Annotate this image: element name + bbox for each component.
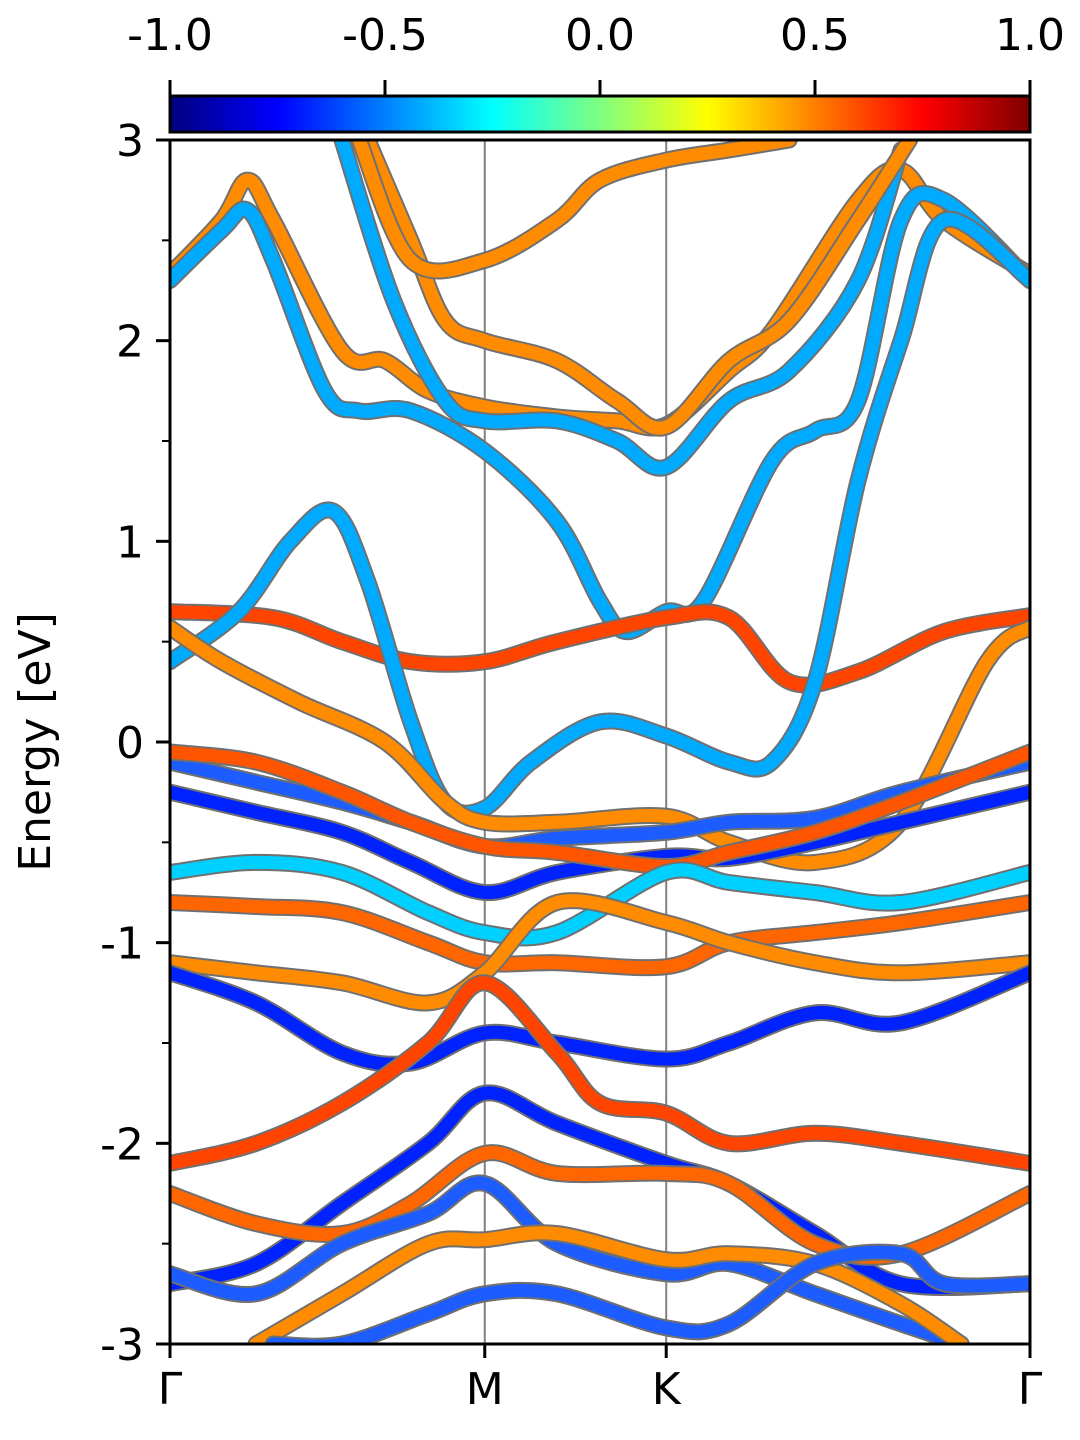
band-line	[170, 755, 1030, 854]
band-line	[249, 1226, 968, 1344]
band-line	[170, 621, 1030, 870]
band-line	[170, 896, 1030, 975]
y-tick-label: -1	[100, 919, 144, 970]
colorbar-tick-label: 0.5	[780, 10, 850, 61]
band-outline	[359, 140, 919, 437]
x-tick-label: Γ	[158, 1364, 183, 1415]
band-line	[361, 140, 917, 435]
colorbar-tick-label: -0.5	[342, 10, 428, 61]
colorbar-tick-label: 0.0	[565, 10, 635, 61]
y-tick-label: 3	[116, 116, 144, 167]
colorbar-ticks: -1.0 -0.5 0.0 0.5 1.0	[127, 10, 1065, 96]
bands	[170, 140, 1030, 1344]
band-line	[170, 966, 1030, 1071]
x-tick-label: K	[652, 1364, 682, 1415]
colorbar-tick-label: 1.0	[995, 10, 1065, 61]
colorbar-tick-label: -1.0	[127, 10, 213, 61]
band-line	[335, 140, 908, 475]
band-line	[352, 140, 796, 278]
x-tick-label: M	[466, 1364, 504, 1415]
band-line	[170, 212, 1030, 820]
x-tick-label: Γ	[1018, 1364, 1043, 1415]
band-line	[170, 976, 1030, 1170]
band-line	[170, 186, 1030, 639]
y-tick-label: 2	[116, 317, 144, 368]
y-axis-ticks: -3 -2 -1 0 1 2 3	[100, 116, 170, 1371]
y-tick-label: -3	[100, 1320, 144, 1371]
y-tick-label: -2	[100, 1119, 144, 1170]
band-line	[170, 745, 1030, 873]
plot-area: -3 -2 -1 0 1 2 3 Γ M K Γ	[100, 116, 1043, 1415]
band-line	[170, 894, 1030, 1010]
y-axis-title: Energy [eV]	[10, 612, 61, 872]
y-tick-label: 0	[116, 718, 144, 769]
y-tick-label: 1	[116, 517, 144, 568]
colorbar-gradient	[168, 94, 1032, 134]
band-line	[170, 785, 1030, 900]
band-line	[170, 855, 1030, 945]
band-line	[170, 605, 1030, 692]
colorbar: -1.0 -0.5 0.0 0.5 1.0	[127, 10, 1065, 134]
band-line	[266, 1245, 1030, 1344]
